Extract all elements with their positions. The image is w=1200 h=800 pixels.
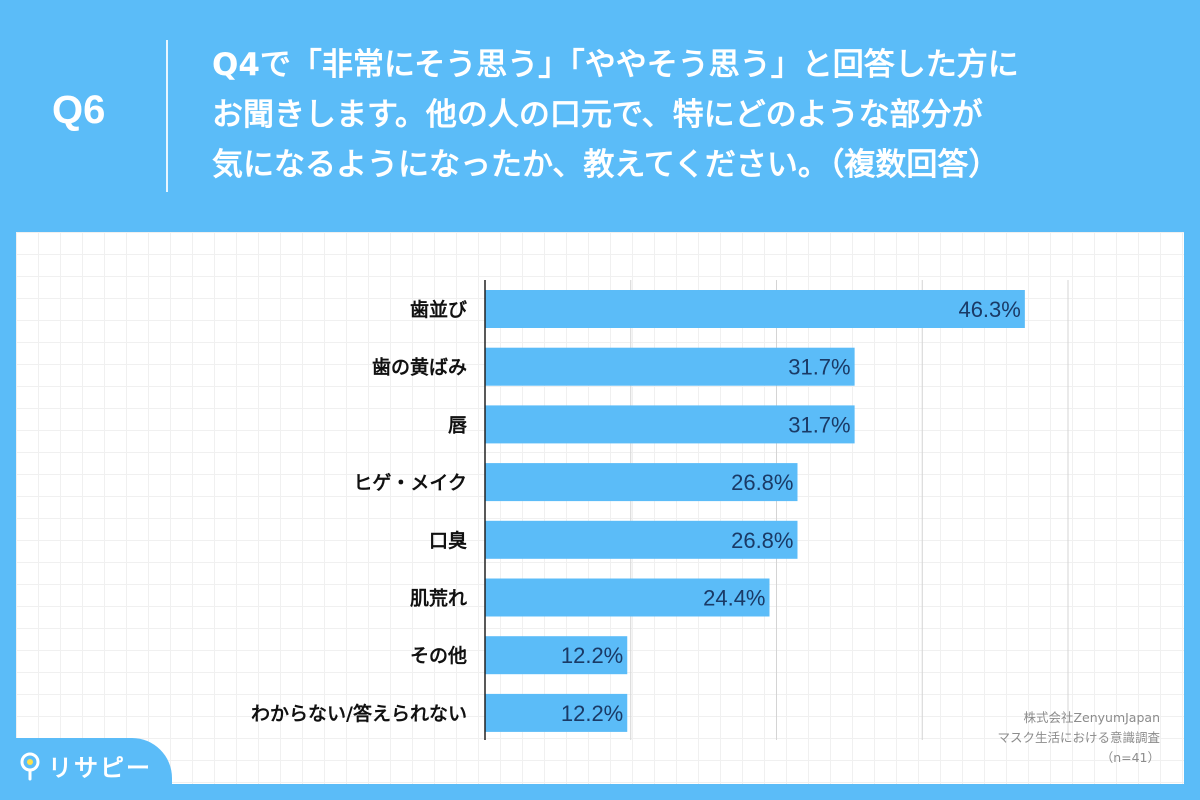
data-label: 31.7% — [788, 355, 850, 380]
question-text: Q4で「非常にそう思う」「ややそう思う」と回答した方に お聞きします。他の人の口… — [212, 40, 1172, 190]
question-number: Q6 — [52, 88, 106, 132]
data-label: 24.4% — [703, 586, 765, 611]
brand-logo: リサピー — [18, 748, 152, 783]
logo-text: リサピー — [48, 754, 152, 782]
bar — [485, 463, 798, 502]
chart-footer: 株式会社ZenyumJapan マスク生活における意識調査 （n=41） — [997, 708, 1160, 768]
category-label: 口臭 — [429, 529, 467, 552]
category-label: わからない/答えられない — [251, 702, 467, 725]
question-line: Q4で「非常にそう思う」「ややそう思う」と回答した方に — [212, 47, 1019, 83]
category-label: その他 — [410, 644, 467, 667]
sample-size: （n=41） — [1100, 750, 1160, 765]
category-label: 唇 — [448, 414, 467, 436]
data-label: 12.2% — [561, 701, 623, 726]
header-divider — [166, 40, 168, 192]
header-banner: Q6 Q4で「非常にそう思う」「ややそう思う」と回答した方に お聞きします。他の… — [0, 0, 1200, 232]
bar — [485, 636, 628, 675]
data-label: 12.2% — [561, 643, 623, 668]
question-line: 気になるようになったか、教えてください。（複数回答） — [212, 147, 1000, 183]
bar — [485, 290, 1025, 328]
question-line: お聞きします。他の人の口元で、特にどのような部分が — [212, 97, 983, 133]
data-label: 26.8% — [731, 528, 793, 553]
data-label: 26.8% — [731, 470, 793, 495]
survey-name: マスク生活における意識調査 — [997, 730, 1160, 745]
company-name: 株式会社ZenyumJapan — [1023, 710, 1160, 725]
pin-icon — [20, 752, 40, 780]
data-label: 46.3% — [958, 297, 1020, 322]
bar — [485, 520, 798, 559]
category-label: 歯並び — [410, 298, 467, 321]
category-label: 歯の黄ばみ — [372, 356, 467, 379]
bar — [485, 693, 628, 732]
bar — [485, 347, 855, 386]
bar — [485, 578, 770, 617]
category-label: ヒゲ・メイク — [353, 472, 467, 494]
category-label: 肌荒れ — [410, 587, 467, 610]
bar — [485, 405, 855, 444]
data-label: 31.7% — [788, 412, 850, 437]
